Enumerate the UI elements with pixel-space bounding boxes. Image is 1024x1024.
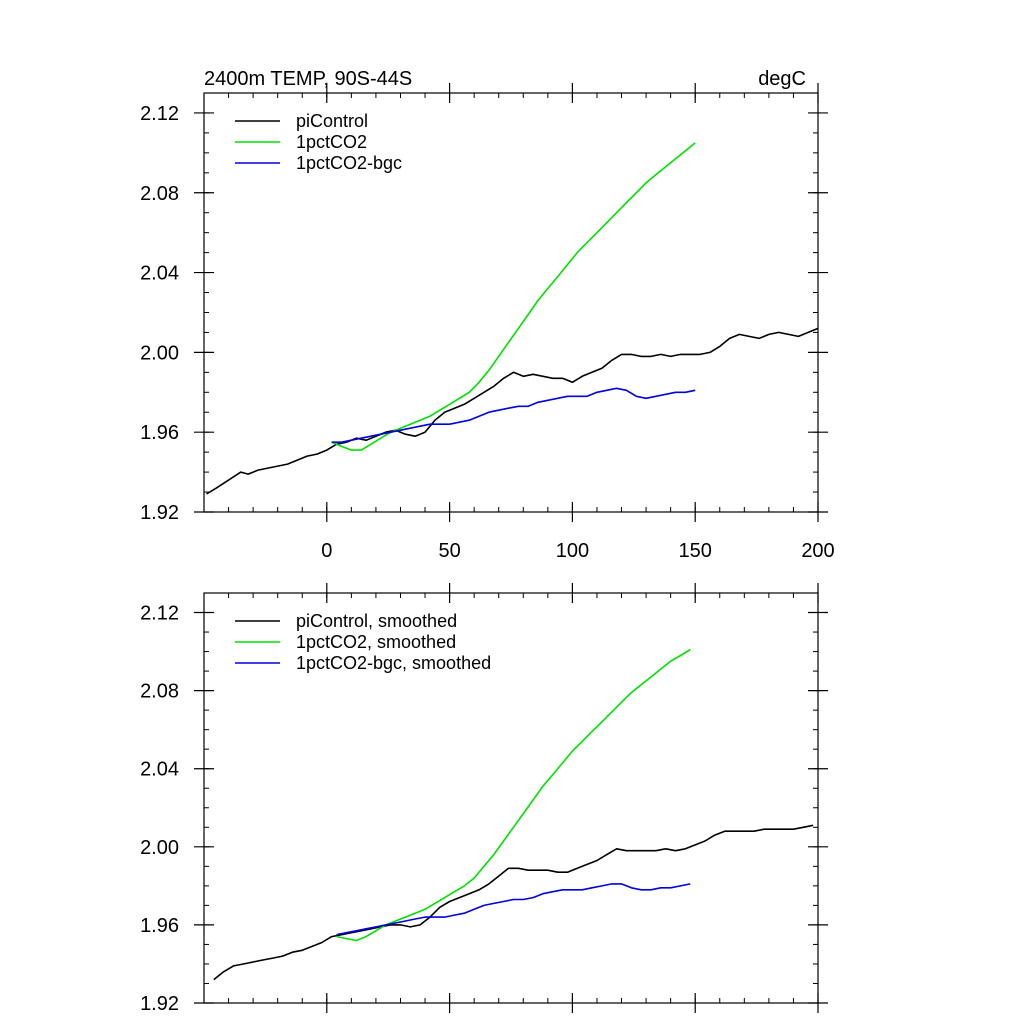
y-tick-label: 2.12: [140, 603, 179, 625]
y-tick-label: 2.08: [140, 681, 179, 703]
upper-panel: 1.92 1.96 2.00 2.04 2.08 2.12 0 50 100 150 200 piCo…: [140, 83, 835, 562]
x-tick-label: 150: [679, 540, 712, 562]
y-tick-label: 2.00: [140, 342, 179, 364]
header-left-title: 2400m TEMP, 90S-44S: [204, 68, 412, 90]
y-tick-label: 2.04: [140, 759, 179, 781]
legend-label: piControl, smoothed: [296, 611, 457, 631]
series-line-1pctco2: [331, 142, 696, 451]
y-tick-label: 2.08: [140, 183, 179, 205]
legend-label: piControl: [296, 111, 368, 131]
x-tick-label: 50: [438, 540, 460, 562]
y-tick-label: 2.04: [140, 263, 179, 285]
series-line-1pctco2: [336, 648, 691, 942]
legend-label: 1pctCO2, smoothed: [296, 632, 456, 652]
y-tick-label: 1.96: [140, 915, 179, 937]
y-tick-label: 1.92: [140, 502, 179, 524]
series-line-1pctco2-bgc: [336, 883, 691, 936]
x-tick-label: 0: [321, 540, 332, 562]
y-tick-label: 2.12: [140, 103, 179, 125]
legend-label: 1pctCO2: [296, 132, 367, 152]
y-tick-label: 2.00: [140, 837, 179, 859]
lower-panel: 1.92 1.96 2.00 2.04 2.08 2.12 piControl, smoot…: [140, 583, 828, 1015]
y-tick-label: 1.96: [140, 422, 179, 444]
header-right-units: degC: [758, 68, 806, 90]
plot-frame: [203, 592, 819, 1004]
plot-frame: [203, 92, 819, 513]
y-tick-label: 1.92: [140, 993, 179, 1015]
series-line-picontrol: [206, 327, 819, 495]
legend-label: 1pctCO2-bgc, smoothed: [296, 653, 491, 673]
series-line-1pctco2-bgc: [331, 387, 696, 443]
x-tick-label: 200: [801, 540, 834, 562]
x-tick-label: 100: [556, 540, 589, 562]
legend-label: 1pctCO2-bgc: [296, 153, 402, 173]
series-line-picontrol: [213, 824, 814, 981]
